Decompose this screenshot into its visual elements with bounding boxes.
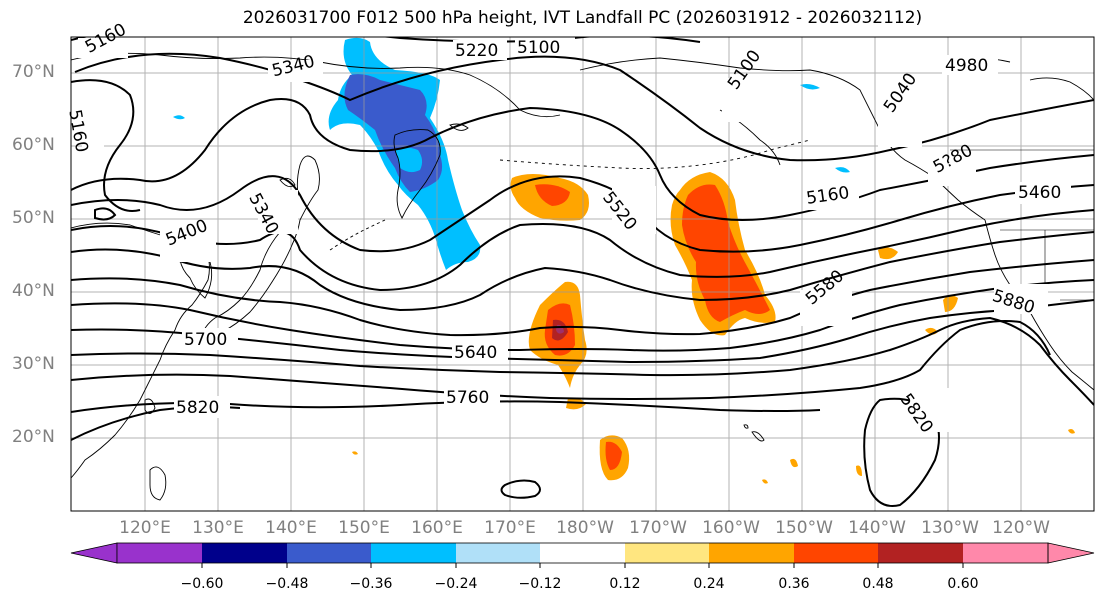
lon-label: 130°E (192, 518, 244, 538)
contour-label: 5700 (184, 330, 228, 350)
colorbar-segment (963, 543, 1048, 563)
colorbar-segment (540, 543, 625, 563)
colorbar-tick-label: 0.24 (693, 576, 725, 592)
lon-label: 170°E (484, 518, 536, 538)
lon-label: 140°E (265, 518, 317, 538)
lat-label: 70°N (12, 62, 55, 82)
ivt-negative-area (173, 37, 850, 270)
colorbar-tick-label: −0.36 (349, 576, 393, 592)
contour-label: 4980 (945, 56, 989, 76)
contour-label: 5760 (446, 388, 490, 408)
colorbar-segment (625, 543, 709, 563)
colorbar-segment (878, 543, 963, 563)
colorbar-segment (794, 543, 878, 563)
colorbar-tick-label: −0.12 (518, 576, 562, 592)
lon-label: 120°W (992, 518, 1050, 538)
contour-label: 5640 (454, 343, 498, 363)
colorbar-segment (117, 543, 202, 563)
lat-label: 20°N (12, 427, 55, 447)
colorbar-segment (202, 543, 287, 563)
colorbar-segment (456, 543, 540, 563)
lon-label: 180°W (556, 518, 614, 538)
lon-label: 120°E (119, 518, 171, 538)
colorbar-extend-min (70, 542, 118, 564)
lat-label: 60°N (12, 135, 55, 155)
contour-label: 5460 (1018, 183, 1062, 203)
lon-label: 150°W (775, 518, 833, 538)
lat-label: 30°N (12, 354, 55, 374)
lon-label: 130°W (921, 518, 979, 538)
lon-label: 150°E (338, 518, 390, 538)
lon-label: 170°W (629, 518, 687, 538)
lon-label: 140°W (848, 518, 906, 538)
colorbar-segment (371, 543, 456, 563)
lat-label: 40°N (12, 281, 55, 301)
colorbar-extend-max (1047, 542, 1095, 564)
colorbar-tick-label: −0.24 (434, 576, 478, 592)
colorbar-tick-label: 0.60 (947, 576, 979, 592)
contour-label: 5100 (517, 38, 561, 58)
map-title: 2026031700 F012 500 hPa height, IVT Land… (242, 8, 923, 28)
colorbar-segment (287, 543, 371, 563)
colorbar-tick-label: −0.60 (180, 576, 224, 592)
lon-label: 160°E (411, 518, 463, 538)
colorbar-tick-label: 0.36 (778, 576, 810, 592)
colorbar-tick-label: −0.48 (265, 576, 309, 592)
contour-label: 5820 (176, 398, 220, 418)
colorbar-tick-label: 0.12 (609, 576, 641, 592)
lon-label: 160°W (702, 518, 760, 538)
colorbar (70, 542, 1095, 568)
lat-label: 50°N (12, 208, 55, 228)
contour-label: 5220 (455, 41, 499, 61)
colorbar-tick-label: 0.48 (862, 576, 894, 592)
colorbar-segment (709, 543, 794, 563)
